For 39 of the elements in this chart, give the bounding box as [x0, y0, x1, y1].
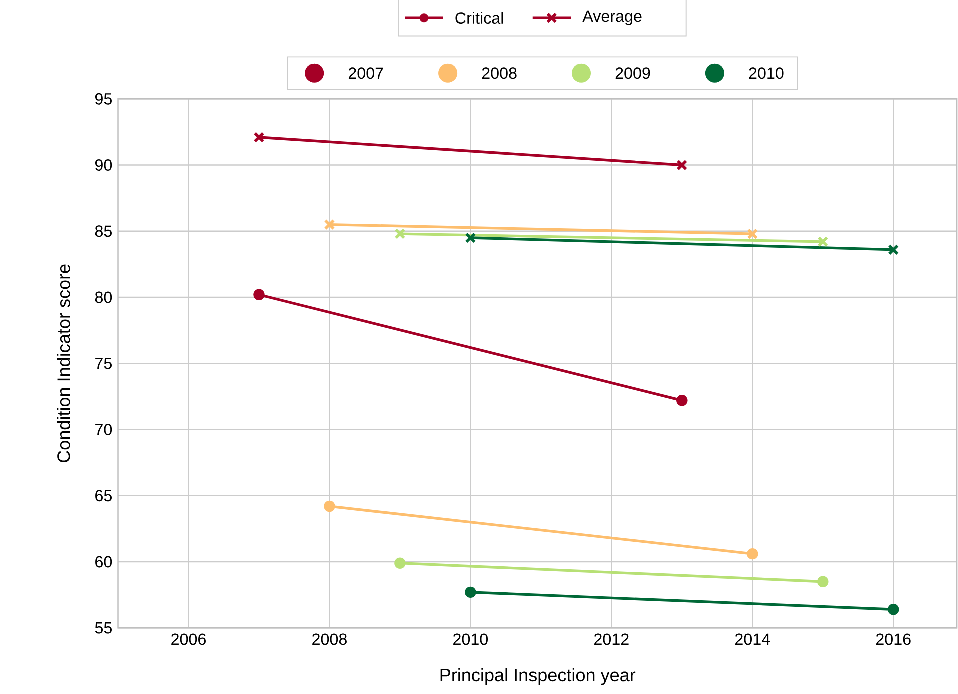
y-tick-label: 95 [95, 93, 112, 105]
point [465, 232, 476, 244]
y-tick-label: 55 [95, 622, 112, 634]
point [676, 395, 688, 406]
x-tick-label: 2008 [312, 634, 347, 646]
x-tick-label: 2014 [736, 634, 770, 646]
y-tick-label: 80 [95, 292, 112, 304]
x-axis-title: Principal Inspection year [440, 668, 636, 686]
y-tick-label: 70 [96, 424, 112, 436]
point [818, 236, 829, 248]
legend-label: Critical [456, 12, 504, 24]
point [747, 228, 758, 240]
x-tick-label: 2016 [876, 634, 911, 646]
y-tick-label: 85 [95, 226, 112, 238]
legend-label: 2010 [749, 68, 784, 80]
legend-label: 2009 [616, 68, 650, 80]
point [324, 500, 336, 512]
point [394, 558, 406, 570]
point [254, 132, 265, 144]
point [888, 604, 900, 616]
legend-label: Average [582, 10, 642, 26]
y-tick-label: 60 [96, 556, 112, 568]
point [254, 289, 265, 301]
x-tick-label: 2012 [594, 634, 629, 646]
legend-label: 2007 [348, 68, 384, 80]
x-tick-label: 2006 [172, 634, 206, 646]
y-axis-title: Condition Indicator score [57, 264, 70, 463]
x-tick-label: 2010 [454, 634, 488, 646]
y-tick-label: 75 [96, 358, 112, 370]
point [676, 160, 688, 171]
y-tick-label: 65 [96, 490, 112, 502]
point [747, 548, 758, 560]
point [888, 244, 900, 256]
y-tick-label: 90 [95, 160, 112, 172]
point [394, 228, 406, 240]
point [465, 586, 476, 598]
point [324, 219, 336, 230]
point [818, 576, 829, 588]
legend-label: 2008 [482, 68, 517, 80]
